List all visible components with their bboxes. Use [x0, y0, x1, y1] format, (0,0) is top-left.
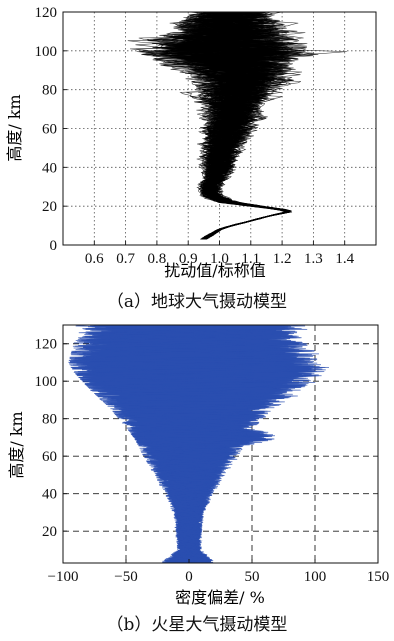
earth-series-line-100 — [202, 12, 301, 240]
mars-y-tick-label: 20 — [42, 524, 57, 540]
caption-mars-model: （b）火星大气摄动模型 — [106, 615, 288, 635]
mars-y-tick-label: 100 — [35, 374, 58, 390]
mars-tick-labels: −100 −50 0 50 100 150 20 40 60 80 100 120 — [35, 337, 390, 585]
earth-y-tick-label: 20 — [42, 199, 57, 215]
mars-series-line-100 — [108, 325, 311, 563]
mars-series-line-99 — [89, 325, 283, 563]
mars-x-tick-label: −100 — [48, 569, 79, 585]
earth-y-axis-label: 高度/ km — [5, 94, 24, 161]
mars-y-axis-label: 高度/ km — [7, 411, 26, 478]
earth-x-axis-label: 扰动值/标称值 — [164, 261, 265, 280]
earth-y-tick-label: 100 — [35, 44, 58, 60]
mars-x-tick-label: 0 — [185, 569, 193, 585]
mars-plot-area: −100 −50 0 50 100 150 20 40 60 80 100 120 — [35, 324, 390, 585]
earth-x-tick-label: 1.1 — [241, 251, 260, 267]
mars-y-tick-label: 80 — [42, 412, 57, 428]
caption-earth-model: （a）地球大气摄动模型 — [106, 292, 288, 312]
earth-y-tick-label: 0 — [50, 238, 58, 254]
mars-x-axis-label: 密度偏差/ % — [175, 588, 265, 607]
mars-density-chart: −100 −50 0 50 100 150 20 40 60 80 100 120 密度偏差/ % 高… — [7, 324, 390, 607]
earth-x-tick-label: 1.3 — [304, 251, 323, 267]
mars-y-tick-label: 120 — [35, 337, 58, 353]
mars-x-tick-label: 150 — [367, 569, 390, 585]
earth-y-tick-label: 60 — [42, 122, 57, 138]
earth-y-tick-label: 80 — [42, 83, 57, 99]
earth-x-tick-label: 0.6 — [85, 251, 104, 267]
earth-x-tick-label: 0.9 — [179, 251, 198, 267]
mars-x-tick-label: 50 — [245, 569, 260, 585]
mars-x-tick-label: 100 — [304, 569, 327, 585]
earth-x-tick-label: 0.8 — [148, 251, 167, 267]
earth-x-tick-label: 1.0 — [210, 251, 229, 267]
earth-series-line-98 — [136, 12, 286, 240]
earth-y-tick-label: 120 — [35, 5, 58, 21]
earth-y-tick-label: 40 — [42, 160, 57, 176]
earth-tick-labels: 0.6 0.7 0.8 0.9 1.0 1.1 1.2 1.3 1.4 0 20 40 60 80 100 1… — [35, 5, 355, 267]
earth-x-tick-label: 1.2 — [273, 251, 292, 267]
earth-perturbation-chart: 0.6 0.7 0.8 0.9 1.0 1.1 1.2 1.3 1.4 0 20 40 60 80 100 1… — [5, 5, 377, 280]
earth-series-line-95 — [190, 12, 308, 240]
earth-x-tick-label: 1.4 — [335, 251, 354, 267]
mars-series-group — [68, 325, 330, 563]
mars-y-tick-label: 40 — [42, 487, 57, 503]
mars-x-tick-label: −50 — [114, 569, 137, 585]
mars-y-tick-label: 60 — [42, 449, 57, 465]
earth-series-group — [127, 12, 347, 240]
earth-series-line-99 — [182, 12, 290, 240]
earth-plot-area: 0.6 0.7 0.8 0.9 1.0 1.1 1.2 1.3 1.4 0 20 40 60 80 100 1… — [35, 5, 377, 267]
earth-x-tick-label: 0.7 — [116, 251, 135, 267]
mars-plot-frame — [62, 324, 379, 564]
